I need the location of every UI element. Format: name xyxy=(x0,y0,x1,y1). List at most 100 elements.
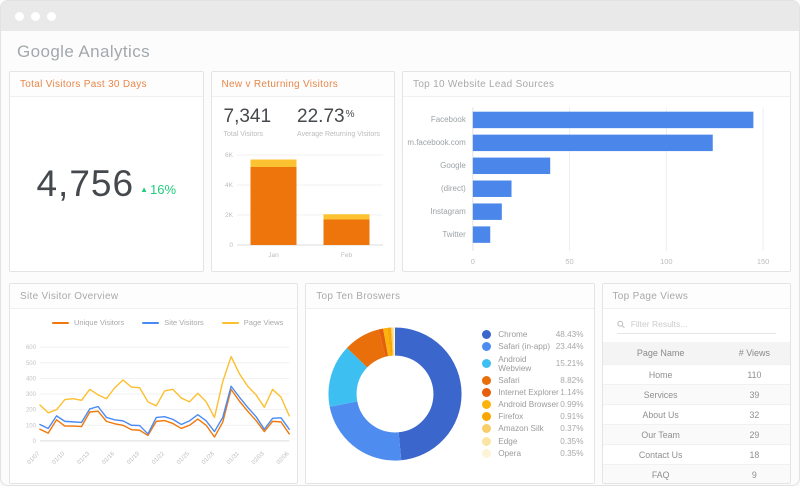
table-row: Services 39 xyxy=(602,384,791,405)
legend-dot xyxy=(482,342,492,352)
svg-text:Facebook: Facebook xyxy=(431,115,466,124)
views-cell: 29 xyxy=(718,424,791,445)
legend-dot xyxy=(482,330,492,340)
browser-legend-item: Android Webview 15.21% xyxy=(482,355,584,373)
legend-dot xyxy=(482,436,492,446)
table-row: Contact Us 18 xyxy=(602,444,791,465)
browser-percentage: 0.91% xyxy=(560,412,584,422)
browser-name: Amazon Silk xyxy=(498,424,544,434)
browser-percentage: 48.43% xyxy=(555,330,584,340)
browser-name: Opera xyxy=(498,448,522,458)
browser-name: Internet Explorer xyxy=(498,387,559,397)
lead-source-bar xyxy=(472,180,512,197)
panel-title-lead-sources: Top 10 Website Lead Sources xyxy=(403,72,790,97)
page-name-cell: Services xyxy=(602,384,719,405)
total-visitors-delta: ▲ 16% xyxy=(140,182,176,197)
donut-legend: Chrome 48.43% Safari (in-app) 23.44% Android… xyxy=(482,330,584,458)
legend-unique-visitors: Unique Visitors xyxy=(51,318,124,327)
browser-legend-item: Chrome 48.43% xyxy=(482,330,584,340)
svg-text:02/06: 02/06 xyxy=(276,451,291,466)
table-header-row: Page Name # Views xyxy=(602,342,791,365)
svg-text:01/10: 01/10 xyxy=(51,451,66,466)
svg-text:0: 0 xyxy=(471,257,475,266)
page-name-cell: Contact Us xyxy=(602,444,719,465)
browser-percentage: 0.99% xyxy=(560,400,584,410)
line-chart: 0 100 200 300 400 500 600 01/07 01/10 01/13 01/16 0… xyxy=(10,327,297,483)
window-control-dot[interactable] xyxy=(31,11,40,21)
window-control-dot[interactable] xyxy=(15,11,24,21)
browser-name: Firefox xyxy=(498,412,524,422)
views-cell: 110 xyxy=(718,364,791,385)
svg-text:01/16: 01/16 xyxy=(101,451,116,466)
percent-unit: % xyxy=(345,109,355,120)
svg-text:Instagram: Instagram xyxy=(430,207,466,216)
svg-text:500: 500 xyxy=(26,361,37,367)
svg-text:01/19: 01/19 xyxy=(126,451,141,466)
browser-legend-item: Safari (in-app) 23.44% xyxy=(482,342,584,352)
legend-dot xyxy=(482,448,492,458)
arrow-up-icon: ▲ xyxy=(140,184,148,194)
svg-text:2K: 2K xyxy=(225,212,234,219)
browser-legend-item: Internet Explorer 1.14% xyxy=(482,387,584,397)
lead-source-bar xyxy=(472,134,713,152)
svg-text:01/31: 01/31 xyxy=(226,451,241,466)
filter-results-input[interactable] xyxy=(630,319,777,329)
browsers-body: Chrome 48.43% Safari (in-app) 23.44% Android… xyxy=(306,309,593,483)
page-views-table: Page Name # Views Home 110 Services 39 About… xyxy=(602,342,791,483)
legend-dot xyxy=(482,375,492,385)
table-row: Our Team 29 xyxy=(602,424,791,445)
svg-text:100: 100 xyxy=(660,257,672,266)
stacked-bar-segment xyxy=(250,159,297,167)
lead-source-bar xyxy=(472,111,754,129)
svg-text:0: 0 xyxy=(230,242,234,249)
page-name-cell: Our Team xyxy=(602,424,719,445)
stacked-bar-segment xyxy=(250,167,297,245)
legend-dot xyxy=(482,359,492,369)
svg-text:4K: 4K xyxy=(225,182,234,189)
table-row: FAQ 9 xyxy=(602,464,791,483)
browser-percentage: 23.44% xyxy=(555,342,584,352)
legend-dot xyxy=(482,424,492,434)
lead-source-bar xyxy=(472,157,551,175)
svg-text:01/28: 01/28 xyxy=(201,451,216,466)
line-series xyxy=(39,385,290,435)
new-v-returning-stats: 7,341 Total Visitors 22.73% Average Retu… xyxy=(212,97,395,140)
panel-title-total-visitors: Total Visitors Past 30 Days xyxy=(10,72,203,97)
browser-percentage: 1.14% xyxy=(560,387,584,397)
filter-wrap xyxy=(603,309,791,342)
lead-source-bar xyxy=(472,203,502,220)
svg-text:Feb: Feb xyxy=(341,252,353,259)
browser-name: Chrome xyxy=(498,330,528,340)
svg-text:02/03: 02/03 xyxy=(251,451,266,466)
legend-site-visitors: Site Visitors xyxy=(142,318,204,327)
donut-slice xyxy=(328,327,462,461)
browser-name: Android Browser xyxy=(498,400,559,410)
stat-total-visitors: 7,341 Total Visitors xyxy=(224,106,272,138)
svg-text:300: 300 xyxy=(26,392,37,398)
total-visitors-kpi: 4,756 ▲ 16% xyxy=(10,97,203,271)
browser-name: Edge xyxy=(498,436,518,446)
legend-page-views: Page Views xyxy=(221,318,283,327)
panel-lead-sources: Top 10 Website Lead Sources 0 50 100 150 Fac… xyxy=(402,71,791,272)
views-cell: 39 xyxy=(718,384,791,405)
svg-text:01/07: 01/07 xyxy=(27,451,42,466)
svg-text:(direct): (direct) xyxy=(441,184,466,193)
window-control-dot[interactable] xyxy=(47,11,56,21)
stat-avg-returning-value: 22.73% xyxy=(297,106,355,127)
search-icon xyxy=(616,320,625,328)
browser-name: Safari (in-app) xyxy=(498,342,551,352)
table-row: About Us 32 xyxy=(602,404,791,425)
panel-title-top-page-views: Top Page Views xyxy=(602,284,791,309)
stat-avg-returning: 22.73% Average Returning Visitors xyxy=(297,106,380,138)
svg-text:400: 400 xyxy=(26,376,37,382)
stat-total-visitors-label: Total Visitors xyxy=(223,131,264,138)
browser-name: Safari xyxy=(498,375,520,385)
svg-text:100: 100 xyxy=(26,423,37,429)
lead-source-bar xyxy=(472,226,491,243)
donut-slice xyxy=(328,327,462,461)
page-header: Google Analytics xyxy=(1,31,799,71)
total-visitors-value: 4,756 xyxy=(36,163,135,204)
panel-new-v-returning: New v Returning Visitors 7,341 Total Vis… xyxy=(210,71,396,272)
browser-percentage: 15.21% xyxy=(555,359,584,369)
